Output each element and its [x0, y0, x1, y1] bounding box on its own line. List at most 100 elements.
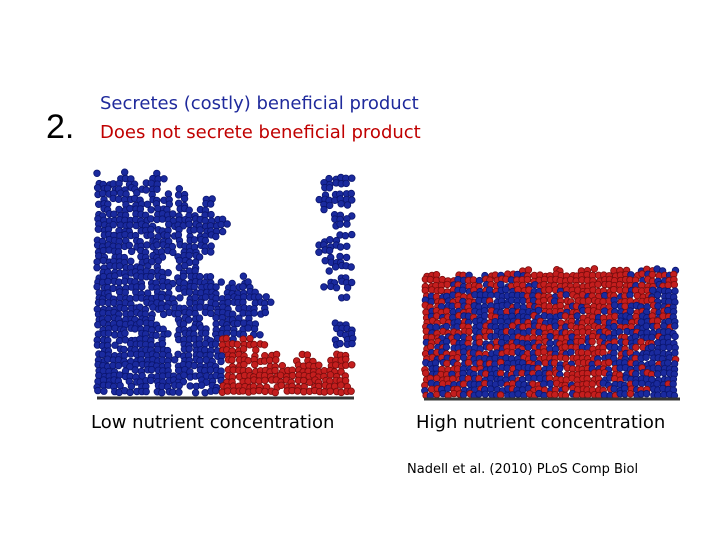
cell — [142, 186, 150, 194]
cell — [256, 331, 264, 339]
cell — [252, 346, 260, 354]
cell — [239, 272, 248, 280]
cell — [443, 359, 451, 368]
cell — [195, 314, 204, 322]
cell — [278, 362, 286, 370]
cell — [671, 332, 679, 341]
cell — [153, 241, 161, 249]
cell — [545, 286, 553, 294]
cell — [426, 275, 434, 284]
cell — [185, 220, 193, 228]
cell — [127, 247, 136, 256]
cell — [348, 278, 356, 287]
cell — [584, 391, 592, 399]
cell — [469, 276, 478, 284]
caption-right: High nutrient concentration — [416, 412, 666, 433]
cell — [502, 334, 511, 342]
cell — [497, 379, 505, 387]
cell — [519, 297, 527, 305]
cell — [120, 168, 129, 176]
cell — [158, 215, 167, 223]
cell — [465, 327, 473, 336]
cell — [180, 371, 188, 379]
cell — [160, 175, 168, 183]
cell — [546, 380, 554, 388]
cell — [336, 220, 344, 228]
cell — [176, 294, 184, 302]
cell — [126, 388, 134, 397]
cell — [175, 184, 183, 193]
cell — [626, 291, 634, 299]
cell — [190, 226, 198, 234]
cell — [315, 361, 323, 369]
cell — [246, 334, 254, 343]
cell — [131, 325, 139, 333]
cell — [654, 302, 662, 310]
cell — [153, 345, 162, 354]
cell — [261, 376, 269, 384]
cell — [185, 251, 193, 260]
cell — [443, 280, 451, 289]
cell — [212, 232, 220, 241]
cell — [508, 322, 517, 330]
cell — [325, 246, 334, 255]
cell — [114, 361, 123, 370]
cell — [320, 205, 328, 214]
cell — [601, 307, 609, 315]
cell — [267, 298, 275, 306]
cell — [347, 189, 355, 198]
cell — [642, 390, 651, 398]
cell — [152, 331, 160, 339]
cell — [147, 179, 155, 187]
cell — [336, 339, 344, 348]
cell — [648, 333, 656, 341]
cell — [433, 374, 441, 382]
cell — [642, 322, 651, 330]
cell — [550, 297, 559, 305]
cell — [196, 226, 204, 234]
cell — [93, 184, 102, 192]
cell — [147, 376, 155, 385]
cell — [196, 303, 204, 311]
cell — [326, 387, 334, 395]
cell — [540, 380, 548, 388]
cell — [223, 387, 232, 395]
cell — [611, 343, 619, 351]
cell — [315, 248, 323, 256]
cell — [121, 230, 129, 239]
legend-secretor: Secretes (costly) beneficial product — [100, 93, 419, 114]
cell — [212, 314, 220, 322]
cell — [190, 236, 199, 244]
cell — [261, 387, 269, 396]
cell — [175, 381, 183, 390]
cell — [136, 319, 144, 327]
cell — [293, 387, 302, 395]
cell — [217, 220, 225, 229]
cell — [632, 379, 640, 387]
cell — [540, 348, 548, 356]
cell — [190, 361, 198, 370]
cell — [174, 366, 183, 375]
cell — [207, 309, 215, 318]
cell — [670, 281, 678, 289]
cell — [653, 291, 662, 299]
cell — [437, 286, 445, 295]
cell — [331, 263, 340, 271]
cell — [486, 343, 494, 351]
cell — [217, 357, 225, 366]
cell — [320, 283, 328, 291]
cell — [111, 341, 119, 349]
cell — [321, 257, 329, 265]
cell — [114, 195, 123, 203]
cell — [444, 384, 452, 393]
cell — [190, 283, 198, 291]
cell — [206, 351, 214, 359]
cell — [147, 206, 155, 214]
cell — [648, 343, 656, 351]
cell — [336, 252, 344, 261]
cell — [207, 248, 215, 256]
cell — [157, 293, 166, 302]
cell — [659, 343, 667, 352]
cell — [179, 272, 188, 281]
cell — [180, 194, 189, 203]
